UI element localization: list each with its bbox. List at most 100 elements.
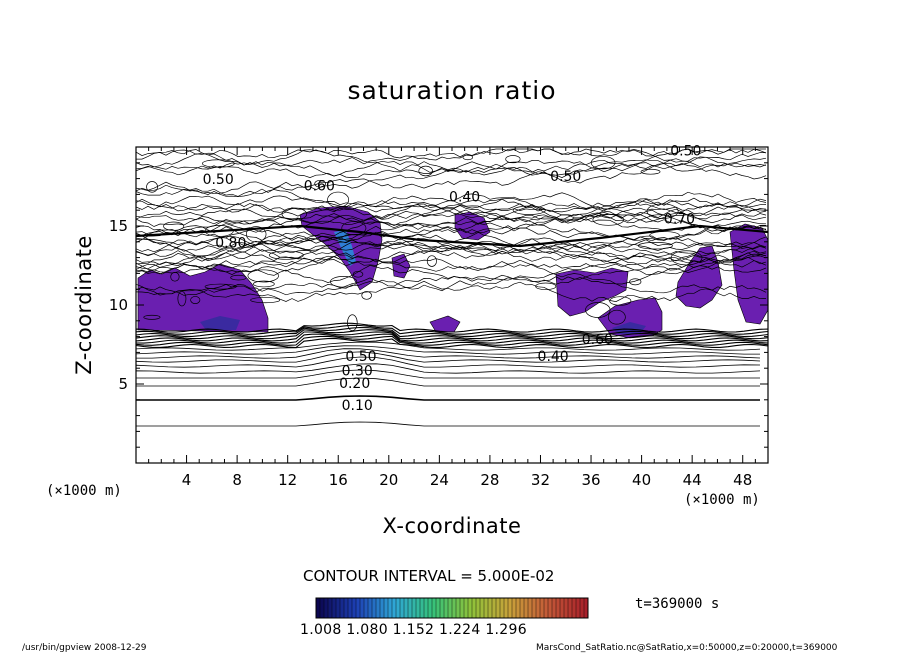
contour-value-label: 0.60 (582, 332, 613, 348)
contour-line (136, 224, 768, 248)
contour-line (136, 252, 767, 296)
supersaturated-region (555, 267, 629, 317)
x-tick-label: 48 (733, 471, 752, 489)
time-label: t=369000 s (635, 596, 720, 612)
contour-loop (201, 159, 235, 168)
colorbar-cell (432, 598, 437, 618)
contour-loop (177, 291, 187, 307)
colorbar-cell (584, 598, 589, 618)
x-axis-label: X-coordinate (382, 514, 522, 538)
contour-line (136, 351, 761, 363)
colorbar-cell (508, 598, 513, 618)
colorbar-cell (512, 598, 517, 618)
colorbar-cell (444, 598, 449, 618)
contour-loop (352, 270, 364, 278)
contour-line (136, 322, 768, 333)
contour-loop (426, 255, 437, 267)
contour-line (136, 395, 760, 401)
contour-loop (170, 272, 180, 282)
colorbar-cell (336, 598, 341, 618)
contour-line (136, 195, 767, 221)
contour-loop (462, 154, 474, 161)
contour-labels: 0.100.200.300.50 0.400.600.800.50 0.600.40… (203, 144, 702, 414)
contour-line (136, 345, 760, 355)
colorbar-cell (528, 598, 533, 618)
contour-line (136, 255, 767, 275)
colorbar-cell (456, 598, 461, 618)
contour-line (136, 240, 767, 270)
contour-value-label: 0.50 (550, 169, 581, 185)
colorbar-cell (540, 598, 545, 618)
contour-loop (609, 296, 632, 306)
colorbar-cell (436, 598, 441, 618)
colorbar-cell (448, 598, 453, 618)
y-tick-label: 10 (109, 296, 128, 314)
contour-line (136, 276, 767, 302)
colorbar (315, 597, 589, 619)
y-axis-unit-label: (×1000 m) (46, 483, 122, 499)
contour-interval-label: CONTOUR INTERVAL = 5.000E-02 (303, 567, 555, 585)
contour-line (136, 369, 760, 379)
colorbar-cell (524, 598, 529, 618)
contour-loop (230, 274, 247, 281)
colorbar-cell (320, 598, 325, 618)
colorbar-cell (464, 598, 469, 618)
x-tick-label: 44 (683, 471, 702, 489)
colorbar-frame (315, 597, 589, 619)
high-saturation-accent (200, 316, 240, 330)
colorbar-tick-labels: 1.008 1.080 1.152 1.224 1.296 (300, 622, 527, 638)
contour-line (136, 356, 761, 368)
contour-value-label: 0.20 (339, 376, 370, 392)
contour-loop (247, 269, 279, 283)
contour-line (136, 329, 768, 340)
contour-line (136, 363, 761, 374)
contour-loop (245, 226, 267, 243)
contour-line (136, 324, 768, 335)
contour-loop (253, 280, 275, 288)
contour-loop (330, 276, 358, 288)
colorbar-cell (536, 598, 541, 618)
colorbar-cell (520, 598, 525, 618)
contour-line (136, 279, 767, 302)
colorbar-cell (412, 598, 417, 618)
contour-line (136, 237, 767, 274)
contour-line (136, 191, 767, 243)
contour-line (136, 163, 767, 198)
x-tick-label: 24 (430, 471, 449, 489)
contour-line (136, 148, 766, 173)
x-tick-label: 20 (379, 471, 398, 489)
contour-value-label: 0.70 (664, 212, 695, 228)
contour-loop (607, 309, 626, 325)
colorbar-cell (384, 598, 389, 618)
colorbar-cell (576, 598, 581, 618)
x-tick-label: 4 (182, 471, 192, 489)
colorbar-cell (504, 598, 509, 618)
y-axis-ticks: 5 10 15 (109, 162, 768, 448)
contour-line (136, 209, 767, 265)
contour-loop (590, 156, 616, 170)
colorbar-cell (332, 598, 337, 618)
chart-title: saturation ratio (347, 76, 557, 105)
colorbar-cell (476, 598, 481, 618)
contour-loop (143, 314, 161, 320)
contour-value-label: 0.10 (342, 398, 373, 414)
colorbar-cell (424, 598, 429, 618)
colorbar-cell (492, 598, 497, 618)
colorbar-cell (368, 598, 373, 618)
contour-line (136, 152, 767, 178)
supersaturated-region (675, 245, 723, 309)
contour-value-label: 0.80 (215, 235, 246, 251)
colorbar-cell (420, 598, 425, 618)
colorbar-cell (404, 598, 409, 618)
contour-loop (204, 283, 237, 290)
contour-loop (637, 242, 673, 250)
contour-loop (418, 165, 433, 177)
colorbar-cell (440, 598, 445, 618)
contour-value-label: 0.50 (670, 144, 701, 160)
colorbar-cell (488, 598, 493, 618)
supersaturated-region (429, 315, 461, 333)
contour-loop (535, 282, 557, 291)
contour-loop (327, 191, 350, 208)
contour-line (136, 338, 768, 349)
supersaturated-region (729, 223, 768, 325)
